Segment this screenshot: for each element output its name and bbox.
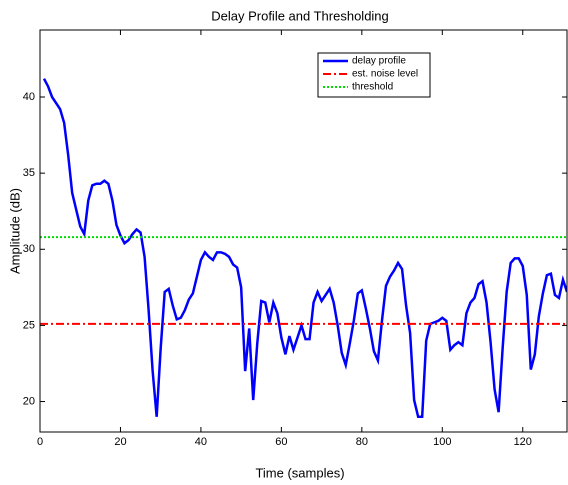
y-tick-label: 35 [23,167,35,179]
chart-title: Delay Profile and Thresholding [211,8,389,23]
plot-frame [39,29,568,433]
legend-label: est. noise level [352,69,418,80]
legend-label: delay profile [352,56,406,67]
x-tick-label: 60 [275,436,287,448]
plot-area [40,78,567,419]
y-tick-label: 30 [23,243,35,255]
x-tick-label: 20 [114,436,126,448]
x-axis-label: Time (samples) [255,465,344,480]
x-tick-label: 120 [514,436,532,448]
y-tick-label: 25 [23,319,35,331]
y-tick-label: 20 [23,395,35,407]
x-tick-label: 40 [195,436,207,448]
x-tick-label: 0 [37,436,43,448]
y-tick-label: 40 [23,91,35,103]
x-tick-label: 80 [356,436,368,448]
series-line [42,78,567,419]
legend: delay profile est. noise level threshold [317,52,431,98]
x-tick-label: 100 [433,436,451,448]
y-axis-label: Amplitude (dB) [7,188,22,274]
legend-label: threshold [352,82,393,93]
